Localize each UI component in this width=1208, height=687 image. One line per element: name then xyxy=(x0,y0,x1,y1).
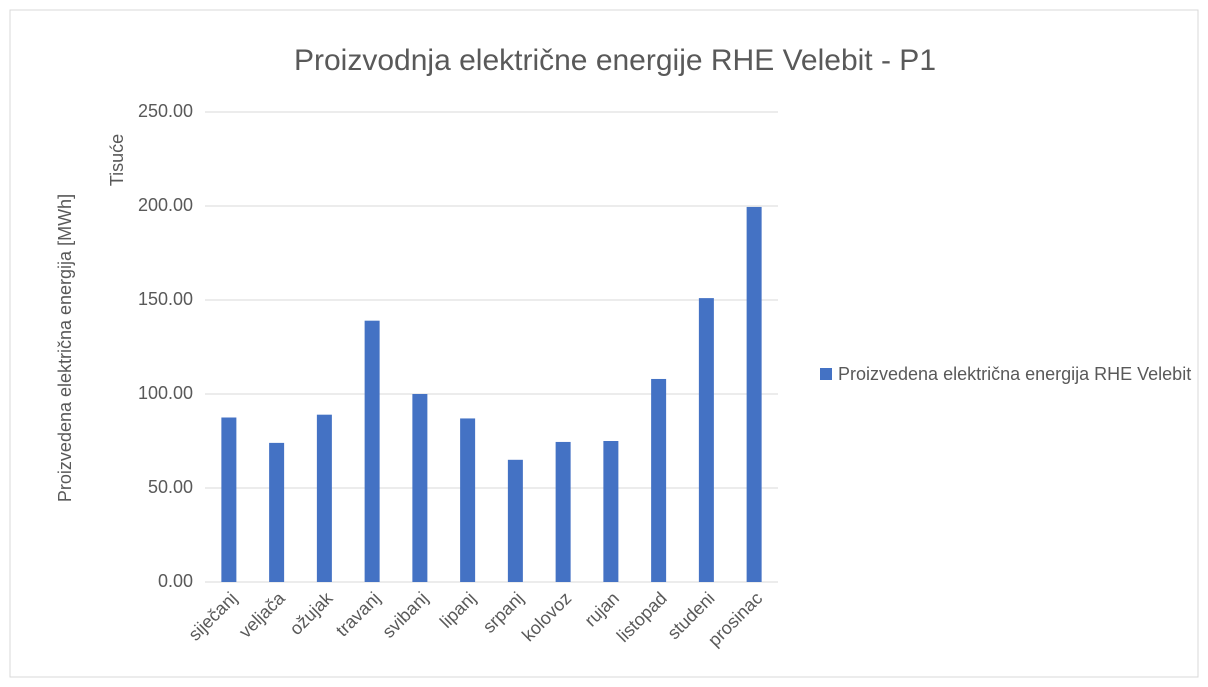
y-tick-label: 0.00 xyxy=(158,571,193,591)
display-units-label: Tisuće xyxy=(107,134,127,186)
bar xyxy=(316,414,332,582)
legend-swatch xyxy=(820,368,832,380)
y-tick-label: 250.00 xyxy=(138,101,193,121)
bar xyxy=(460,418,476,582)
bar xyxy=(412,394,428,582)
bar xyxy=(603,441,619,582)
bar xyxy=(746,206,762,582)
bar xyxy=(651,378,667,582)
y-tick-label: 150.00 xyxy=(138,289,193,309)
bar xyxy=(698,298,714,582)
y-tick-label: 50.00 xyxy=(148,477,193,497)
bar xyxy=(269,442,285,582)
legend-label: Proizvedena električna energija RHE Vele… xyxy=(838,364,1192,384)
y-tick-label: 200.00 xyxy=(138,195,193,215)
bar xyxy=(555,441,571,582)
bar xyxy=(364,320,380,582)
y-axis-label: Proizvedena električna energija [MWh] xyxy=(55,194,75,502)
chart-title: Proizvodnja električne energije RHE Vele… xyxy=(294,44,936,77)
y-tick-label: 100.00 xyxy=(138,383,193,403)
bar xyxy=(507,459,523,582)
legend: Proizvedena električna energija RHE Vele… xyxy=(820,361,1200,387)
bar xyxy=(221,417,237,582)
